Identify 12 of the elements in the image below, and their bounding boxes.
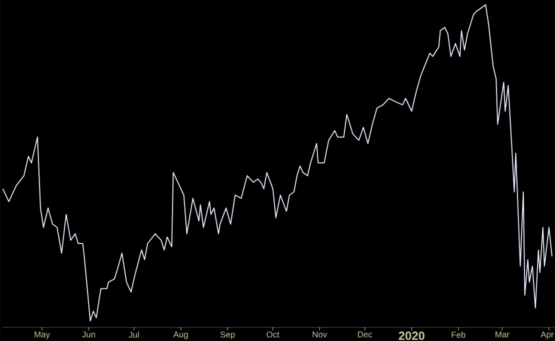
x-tick-label: 2020 — [398, 331, 424, 340]
x-tick-label: Mar — [496, 331, 510, 338]
x-tick-label: Jul — [128, 331, 139, 338]
x-tick-label: Feb — [452, 331, 466, 338]
x-tick-label: Aug — [173, 331, 188, 339]
x-tick-label: Apr — [540, 331, 554, 339]
x-tick-label: Dec — [358, 331, 372, 338]
x-tick-label: May — [34, 331, 50, 339]
x-tick-label: Nov — [312, 331, 328, 338]
x-tick-label: Oct — [266, 331, 280, 338]
x-tick-label: Jun — [82, 331, 96, 338]
x-tick-label: Sep — [220, 331, 235, 340]
